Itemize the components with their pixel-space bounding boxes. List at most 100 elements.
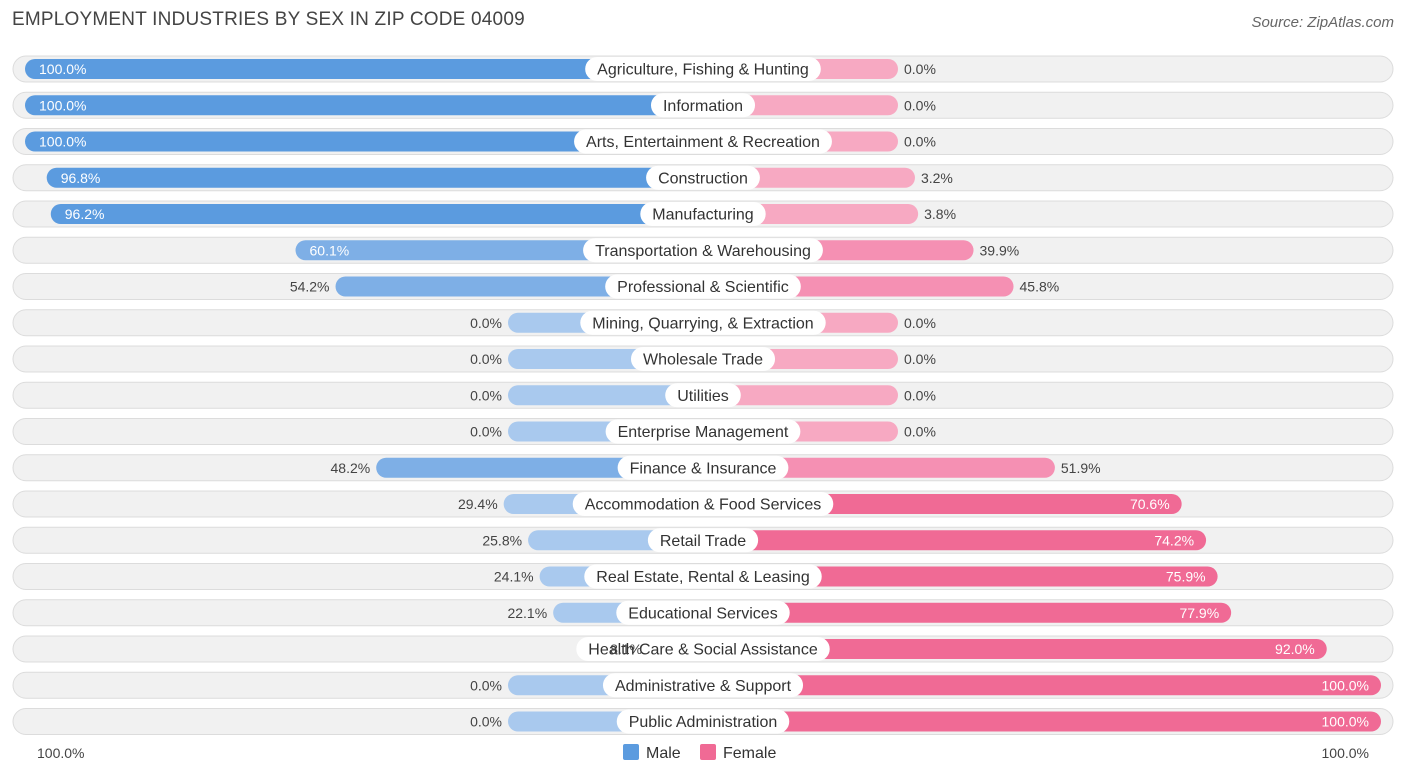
category-label-pill [605,274,801,299]
female-value-label: 39.9% [980,242,1020,258]
chart-row: Enterprise Management 0.0% 0.0% [12,418,1394,445]
category-label: Educational Services [628,605,777,622]
category-label: Construction [658,170,748,187]
category-label-pill [650,93,756,118]
female-bar [703,566,1218,587]
female-bar [703,675,1381,696]
male-value-label: 100.0% [39,61,86,77]
male-value-label: 96.8% [61,170,101,186]
female-value-label: 74.2% [1154,532,1194,548]
chart-row: Information 100.0% 0.0% [12,91,1394,119]
male-bar [508,385,703,406]
female-value-label: 92.0% [1275,641,1315,657]
female-bar [703,385,898,406]
category-label-pill [574,129,832,154]
category-label-pill [584,564,822,589]
female-value-label: 77.9% [1179,605,1219,621]
female-value-label: 100.0% [1322,677,1369,693]
category-label-pill [605,419,801,444]
category-label: Health Care & Social Assistance [588,642,818,659]
male-value-label: 54.2% [290,279,330,295]
female-value-label: 0.0% [904,61,936,77]
female-value-label: 0.0% [904,351,936,367]
category-label: Transportation & Warehousing [595,243,811,260]
category-label-pill [646,165,760,190]
male-bar [25,95,703,116]
chart-row: Finance & Insurance 48.2% 51.9% [12,454,1394,482]
chart-row: Utilities 0.0% 0.0% [12,381,1394,409]
category-label-pill [616,709,790,734]
category-label-pill [576,637,830,661]
chart-row: Wholesale Trade 0.0% 0.0% [12,345,1394,373]
category-label: Enterprise Management [618,424,789,441]
female-value-label: 51.9% [1061,460,1101,476]
category-label: Finance & Insurance [630,460,777,477]
chart-row: Construction 96.8% 3.2% [12,164,1394,192]
category-label-pill [616,600,790,625]
category-label: Public Administration [629,714,778,731]
male-value-label: 96.2% [65,206,105,222]
category-label-pill [580,310,826,335]
chart-row: Educational Services 22.1% 77.9% [12,599,1394,627]
female-bar [703,457,1055,478]
chart-row: Mining, Quarrying, & Extraction 0.0% 0.0% [12,309,1394,337]
chart-row: Arts, Entertainment & Recreation 100.0% 0.… [12,128,1394,155]
category-label: Arts, Entertainment & Recreation [586,134,820,151]
category-label-pill [602,673,804,698]
male-value-label: 100.0% [39,134,86,150]
category-label-pill [630,347,776,371]
category-label: Manufacturing [652,207,753,224]
female-value-label: 0.0% [904,315,936,331]
male-value-label: 22.1% [507,605,547,621]
male-value-label: 0.0% [470,315,502,331]
legend-swatch-male [623,744,639,760]
female-value-label: 0.0% [904,387,936,403]
chart-row: Retail Trade 25.8% 74.2% [12,526,1394,554]
male-value-label: 100.0% [39,97,86,113]
female-value-label: 3.8% [924,206,956,222]
female-value-label: 100.0% [1322,714,1369,730]
category-label: Retail Trade [660,533,746,550]
chart-row: Accommodation & Food Services 29.4% 70.6% [12,490,1394,518]
male-value-label: 8.1% [610,641,642,657]
male-value-label: 48.2% [331,460,371,476]
male-value-label: 0.0% [470,387,502,403]
male-bar [25,59,703,79]
category-label-pill [583,238,823,263]
male-value-label: 29.4% [458,496,498,512]
male-value-label: 0.0% [470,351,502,367]
category-label-pill [647,528,759,553]
category-label: Real Estate, Rental & Leasing [596,569,809,586]
legend-swatch-female [700,744,716,760]
female-value-label: 3.2% [921,170,953,186]
chart-row: Real Estate, Rental & Leasing 24.1% 75.9% [12,563,1394,590]
legend: Male Female [623,744,776,762]
female-value-label: 75.9% [1166,569,1206,585]
chart-row: Manufacturing 96.2% 3.8% [12,200,1394,228]
legend-label-female: Female [723,745,776,762]
category-label-pill [617,455,789,480]
male-value-label: 0.0% [470,424,502,440]
chart-title: EMPLOYMENT INDUSTRIES BY SEX IN ZIP CODE… [12,9,525,30]
category-label: Utilities [677,388,729,405]
female-bar [703,639,1327,659]
female-value-label: 0.0% [904,97,936,113]
male-value-label: 25.8% [482,532,522,548]
chart-row: Transportation & Warehousing 60.1% 39.9% [12,236,1394,264]
category-label-pill [572,492,834,516]
category-label: Accommodation & Food Services [585,497,822,514]
male-value-label: 0.0% [470,677,502,693]
male-bar [25,131,703,152]
axis-label-right: 100.0% [1322,745,1369,761]
female-value-label: 70.6% [1130,496,1170,512]
chart-row: Professional & Scientific 54.2% 45.8% [12,273,1394,300]
chart-row: Agriculture, Fishing & Hunting 100.0% 0.0% [12,55,1394,83]
male-bar [46,167,704,188]
category-label: Professional & Scientific [617,279,789,296]
source-label: Source: ZipAtlas.com [1251,14,1394,31]
category-label-pill [585,57,821,81]
male-bar [50,204,704,224]
male-value-label: 60.1% [310,242,350,258]
